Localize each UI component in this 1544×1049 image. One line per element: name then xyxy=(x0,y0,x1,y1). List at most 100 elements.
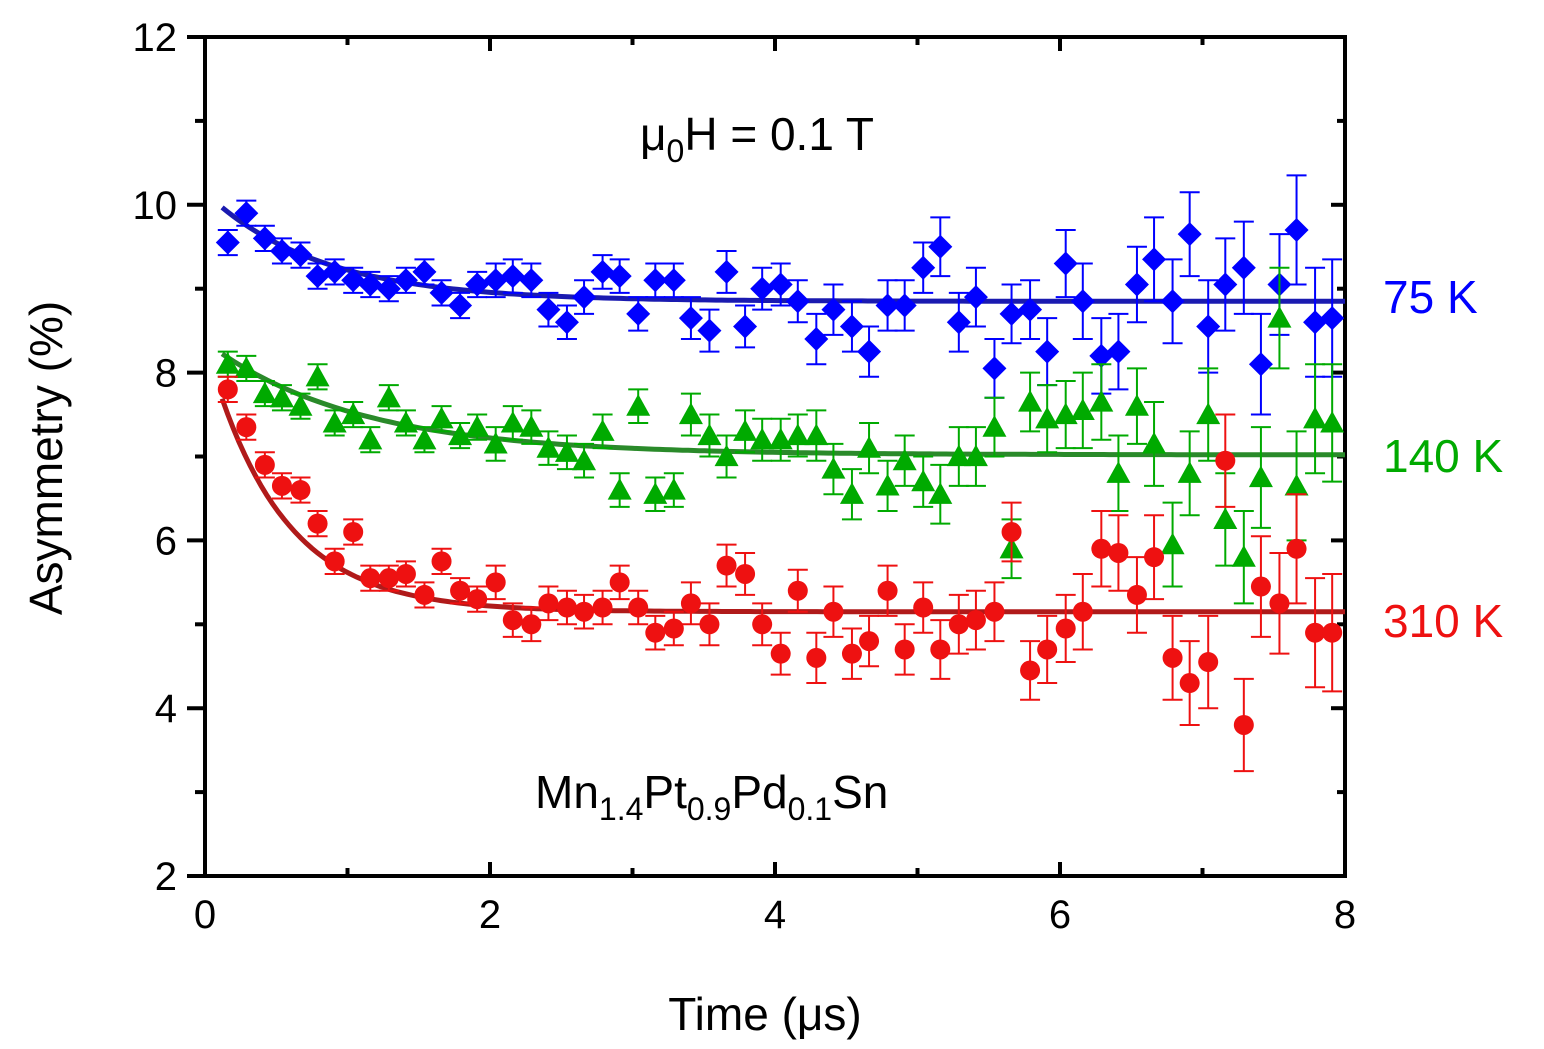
data-point xyxy=(697,413,722,458)
data-point xyxy=(554,304,579,341)
circle-marker xyxy=(894,639,915,660)
series-75k xyxy=(215,174,1345,416)
data-point xyxy=(305,363,330,391)
data-point xyxy=(680,581,701,626)
data-point xyxy=(236,413,257,441)
sample-formula: Mn1.4Pt0.9Pd0.1Sn xyxy=(535,766,888,827)
data-point xyxy=(982,338,1007,399)
diamond-marker xyxy=(928,234,953,259)
triangle-marker xyxy=(572,448,597,471)
diamond-marker xyxy=(1035,339,1060,364)
triangle-marker xyxy=(483,431,508,454)
triangle-marker xyxy=(1303,406,1328,429)
diamond-marker xyxy=(982,356,1007,381)
data-point xyxy=(877,564,898,617)
diamond-marker xyxy=(465,272,490,297)
data-point xyxy=(1196,279,1221,374)
data-point xyxy=(519,262,544,299)
x-tick-label: 6 xyxy=(1049,893,1071,937)
data-point xyxy=(626,388,651,424)
triangle-marker xyxy=(1284,473,1309,496)
diamond-marker xyxy=(483,268,508,293)
circle-marker xyxy=(1144,547,1165,568)
data-point xyxy=(393,409,418,437)
circle-marker xyxy=(1072,601,1093,622)
data-point xyxy=(1215,413,1236,508)
diamond-marker xyxy=(322,259,347,284)
circle-marker xyxy=(271,475,292,496)
diamond-marker xyxy=(946,310,971,335)
circle-marker xyxy=(806,647,827,668)
series-label-140k: 140 K xyxy=(1383,430,1504,482)
field-text: H = 0.1 T xyxy=(684,108,874,160)
circle-marker xyxy=(592,597,613,618)
data-point xyxy=(1053,228,1078,299)
data-point xyxy=(378,564,399,592)
data-point xyxy=(288,241,313,269)
data-point xyxy=(663,610,684,647)
data-point xyxy=(269,237,294,265)
data-point xyxy=(661,262,686,299)
triangle-marker xyxy=(1177,461,1202,483)
triangle-marker xyxy=(839,482,864,504)
data-point xyxy=(946,426,971,487)
y-axis-title: Asymmetry (%) xyxy=(20,301,72,615)
circle-marker xyxy=(521,614,542,635)
data-point xyxy=(1162,614,1183,701)
data-point xyxy=(733,409,758,454)
data-point xyxy=(1179,640,1200,726)
diamond-marker xyxy=(412,259,437,284)
triangle-marker xyxy=(678,402,703,425)
data-point xyxy=(1177,430,1202,517)
data-point xyxy=(467,585,488,613)
circle-marker xyxy=(1055,618,1076,639)
y-tick-label: 12 xyxy=(133,16,178,60)
diamond-marker xyxy=(288,243,313,268)
circle-marker xyxy=(841,643,862,664)
diamond-marker xyxy=(785,289,810,314)
data-point xyxy=(841,627,862,680)
data-point xyxy=(804,409,829,462)
data-point xyxy=(982,396,1007,458)
data-point xyxy=(572,442,597,479)
circle-marker xyxy=(414,584,435,605)
diamond-marker xyxy=(1248,352,1273,377)
diamond-marker xyxy=(1284,217,1309,242)
data-point xyxy=(1213,237,1238,332)
diamond-marker xyxy=(393,268,418,293)
data-point xyxy=(412,258,437,286)
data-point xyxy=(1160,258,1185,345)
series-label-310k: 310 K xyxy=(1383,595,1504,647)
field-subscript: 0 xyxy=(667,133,685,169)
triangle-marker xyxy=(1106,461,1131,483)
data-point xyxy=(360,564,381,592)
data-point xyxy=(215,228,240,257)
triangle-marker xyxy=(234,356,259,379)
circle-marker xyxy=(467,589,488,610)
triangle-marker xyxy=(892,448,917,471)
data-point xyxy=(607,258,632,294)
triangle-marker xyxy=(982,415,1007,437)
diamond-marker xyxy=(607,264,632,289)
triangle-marker xyxy=(536,436,561,458)
data-point xyxy=(1070,262,1095,341)
circle-marker xyxy=(556,597,577,618)
circle-marker xyxy=(1162,647,1183,668)
circle-marker xyxy=(538,593,559,614)
diamond-marker xyxy=(1106,339,1131,364)
triangle-marker xyxy=(358,427,383,450)
triangle-marker xyxy=(1142,431,1167,454)
x-tick-label: 2 xyxy=(479,893,501,937)
circle-marker xyxy=(1179,673,1200,694)
diamond-marker xyxy=(697,318,722,343)
formula-pt: Pt xyxy=(643,766,687,818)
data-point xyxy=(875,459,900,513)
diamond-marker xyxy=(1089,343,1114,368)
circle-marker xyxy=(1250,576,1271,597)
data-point xyxy=(859,614,880,668)
data-point xyxy=(787,568,808,613)
data-point xyxy=(1035,384,1060,454)
data-point xyxy=(590,254,615,290)
data-point xyxy=(946,291,971,353)
data-point xyxy=(628,589,649,626)
